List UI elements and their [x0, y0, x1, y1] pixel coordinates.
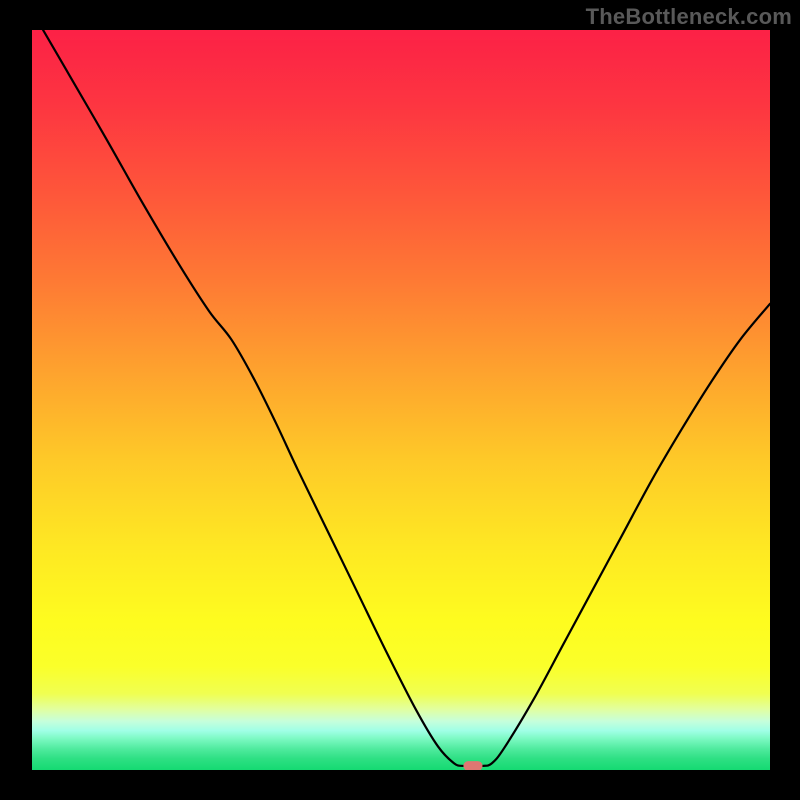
watermark-text: TheBottleneck.com — [586, 4, 792, 30]
plot-area — [32, 30, 770, 770]
optimal-point-marker — [463, 761, 482, 770]
chart-background — [32, 30, 770, 770]
chart-stage: TheBottleneck.com — [0, 0, 800, 800]
bottleneck-curve-chart — [32, 30, 770, 770]
